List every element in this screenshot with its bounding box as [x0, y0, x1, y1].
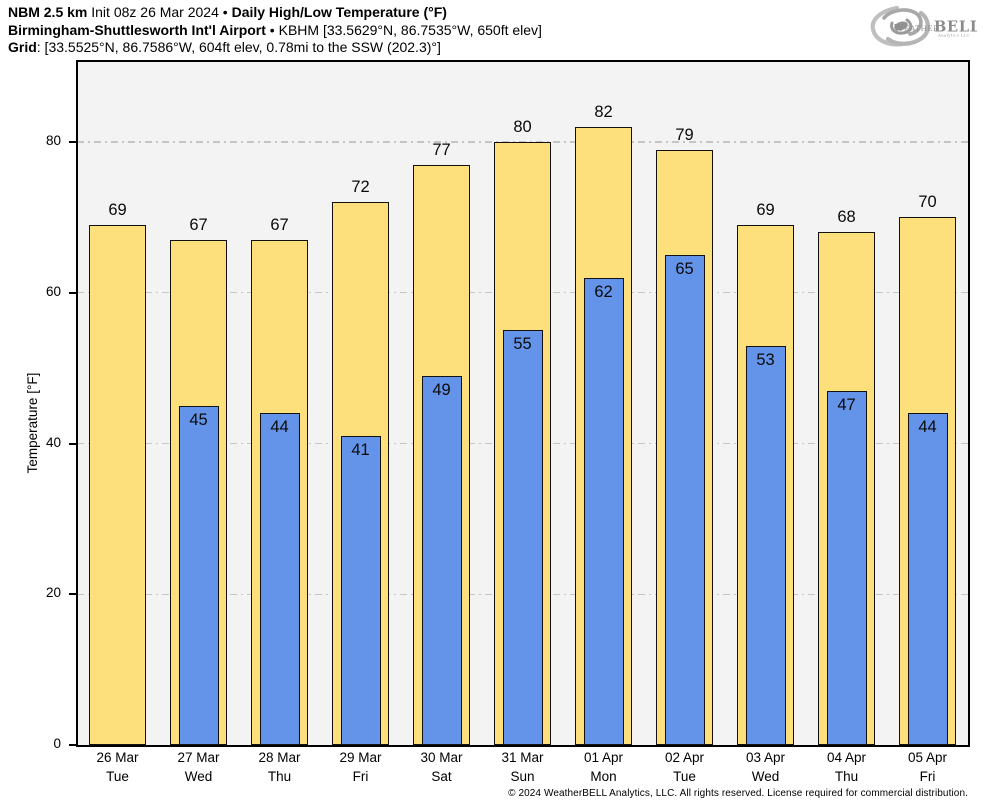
low-value-label: 53 [756, 350, 775, 369]
logo-text-analytics: Analytics LLC [937, 33, 970, 38]
x-label-day: Thu [267, 768, 292, 784]
x-tick-label: 27 Mar Wed [158, 749, 239, 786]
x-tick-label: 30 Mar Sat [401, 749, 482, 786]
low-bar: 55 [502, 330, 543, 745]
x-tick-label: 05 Apr Fri [887, 749, 968, 786]
x-label-date: 28 Mar [258, 750, 301, 765]
x-label-date: 05 Apr [907, 750, 948, 765]
y-tick-mark [68, 744, 78, 746]
x-tick-label: 04 Apr Thu [806, 749, 887, 786]
high-value-label: 82 [594, 102, 613, 121]
y-tick-mark [68, 593, 78, 596]
x-label-day: Wed [751, 768, 780, 784]
high-value-label: 67 [189, 216, 208, 235]
x-label-day: Thu [834, 768, 859, 784]
low-value-label: 49 [432, 380, 451, 399]
x-label-date: 30 Mar [420, 750, 463, 765]
y-tick-label: 20 [45, 585, 61, 601]
grid-label: Grid [8, 39, 37, 55]
x-axis: 26 Mar Tue 27 Mar Wed 28 Mar Thu 29 Mar Fri 30 M… [77, 749, 968, 791]
x-label-day: Fri [919, 768, 936, 784]
low-bar: 45 [178, 405, 219, 745]
product-title: Daily High/Low Temperature (°F) [231, 4, 447, 20]
high-value-label: 69 [108, 200, 127, 219]
y-axis: 0 20 40 60 80 [0, 61, 78, 751]
x-label-date: 01 Apr [583, 750, 624, 765]
y-tick-label: 40 [45, 434, 61, 450]
low-bar: 44 [259, 413, 300, 745]
copyright-notice: © 2024 WeatherBELL Analytics, LLC. All r… [508, 788, 968, 799]
low-value-label: 44 [918, 418, 937, 437]
x-label-day: Sat [431, 768, 452, 784]
x-label-date: 02 Apr [664, 750, 705, 765]
x-label-date: 29 Mar [339, 750, 382, 765]
high-value-label: 67 [270, 216, 289, 235]
logo-text-bell: BELL [934, 19, 977, 36]
x-label-day: Sun [510, 768, 535, 784]
x-tick-label: 01 Apr Mon [563, 749, 644, 786]
y-tick-mark [68, 141, 78, 144]
plot-area: 69 67 45 67 44 72 41 77 49 80 55 82 62 79 65 69 53 68 47 70… [77, 61, 968, 745]
x-label-date: 27 Mar [177, 750, 220, 765]
x-tick-label: 02 Apr Tue [644, 749, 725, 786]
low-bar: 44 [907, 413, 948, 745]
x-tick-label: 28 Mar Thu [239, 749, 320, 786]
weatherbell-logo: Weather BELL Analytics LLC [870, 5, 977, 47]
hurricane-swirl-icon [870, 5, 930, 47]
x-tick-label: 26 Mar Tue [77, 749, 158, 786]
low-bar: 65 [664, 255, 705, 745]
high-bar: 69 [89, 201, 146, 745]
low-bar: 41 [340, 435, 381, 745]
low-value-label: 47 [837, 395, 856, 414]
high-value-label: 77 [432, 140, 451, 159]
header-line-1: NBM 2.5 km Init 08z 26 Mar 2024 • Daily … [8, 4, 542, 22]
high-value-label: 72 [351, 178, 370, 197]
high-value-label: 80 [513, 118, 532, 137]
high-value-label: 70 [918, 193, 937, 212]
init-time: Init 08z 26 Mar 2024 • [87, 4, 232, 20]
low-value-label: 45 [189, 410, 208, 429]
header-line-3: Grid: [33.5525°N, 86.7586°W, 604ft elev,… [8, 39, 542, 57]
station-info: • KBHM [33.5629°N, 86.7535°W, 650ft elev… [265, 21, 542, 38]
x-tick-label: 31 Mar Sun [482, 749, 563, 786]
x-label-date: 31 Mar [501, 750, 544, 765]
low-bar: 62 [583, 277, 624, 745]
low-value-label: 65 [675, 260, 694, 279]
low-bar: 53 [745, 345, 786, 745]
low-value-label: 55 [513, 335, 532, 354]
low-bar: 49 [421, 375, 462, 745]
x-label-day: Fri [352, 768, 369, 784]
model-name: NBM 2.5 km [8, 4, 88, 20]
x-tick-label: 29 Mar Fri [320, 749, 401, 786]
x-label-day: Mon [590, 768, 617, 784]
x-label-date: 03 Apr [745, 750, 786, 765]
logo-text-weather: Weather [894, 23, 939, 34]
y-tick-mark [68, 291, 78, 294]
y-tick-label: 80 [45, 133, 61, 149]
low-value-label: 44 [270, 418, 289, 437]
x-label-date: 26 Mar [96, 750, 139, 765]
high-value-label: 68 [837, 208, 856, 227]
low-value-label: 62 [594, 282, 613, 301]
x-label-date: 04 Apr [826, 750, 867, 765]
chart-header: NBM 2.5 km Init 08z 26 Mar 2024 • Daily … [8, 4, 542, 57]
x-tick-label: 03 Apr Wed [725, 749, 806, 786]
x-label-day: Tue [673, 768, 696, 784]
high-value-label: 69 [756, 200, 775, 219]
low-value-label: 41 [351, 440, 370, 459]
x-label-day: Tue [106, 768, 129, 784]
y-tick-label: 60 [45, 283, 61, 299]
x-label-day: Wed [184, 768, 213, 784]
y-tick-mark [68, 442, 78, 445]
y-tick-label: 0 [53, 736, 61, 751]
header-line-2: Birmingham-Shuttlesworth Int'l Airport •… [8, 22, 542, 40]
gridline-80 [77, 141, 968, 143]
grid-info: : [33.5525°N, 86.7586°W, 604ft elev, 0.7… [36, 39, 441, 55]
low-bar: 47 [826, 390, 867, 745]
high-value-label: 79 [675, 125, 694, 144]
station-name: Birmingham-Shuttlesworth Int'l Airport [8, 21, 266, 38]
